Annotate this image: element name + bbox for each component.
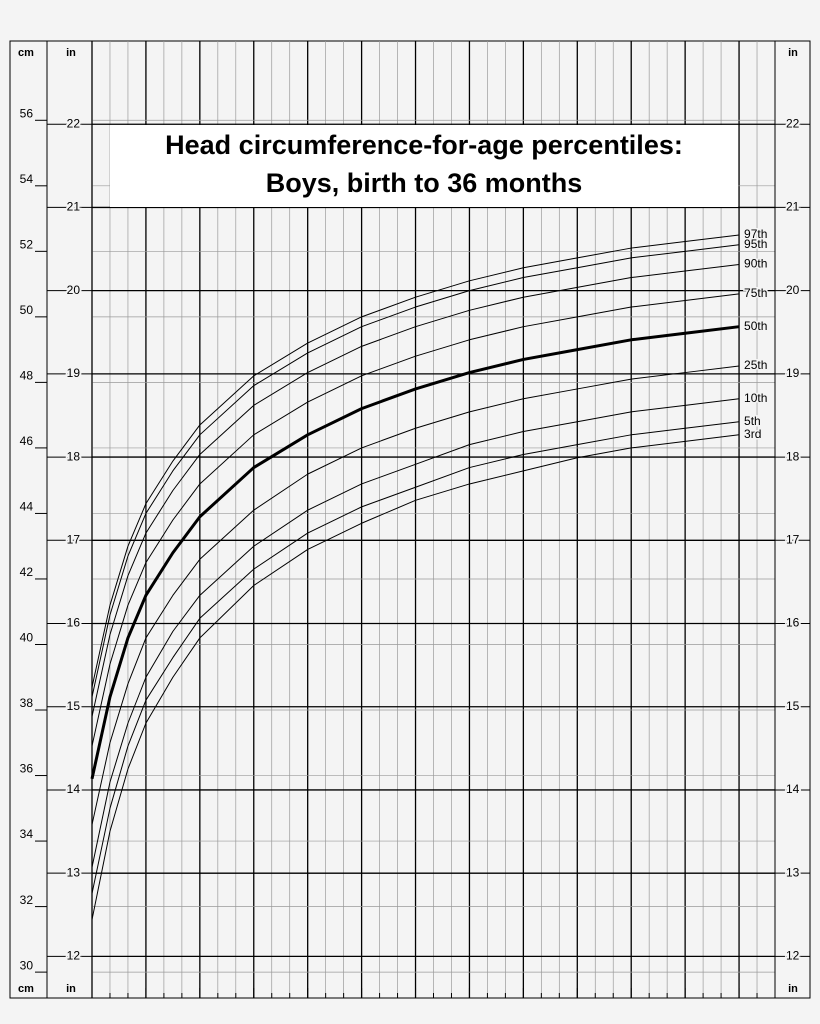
y2-tick-label: 15 [67, 699, 81, 713]
y-tick-label: 40 [20, 631, 34, 645]
percentile-line [91, 263, 740, 717]
y2-tick-label: 18 [786, 449, 800, 463]
y2-axis-unit: in [66, 983, 76, 995]
y-tick-label: 54 [20, 172, 34, 186]
y2-tick-label: 22 [67, 116, 81, 130]
series-label: 3rd [744, 427, 761, 441]
percentile-line [91, 365, 740, 825]
y2-tick-label: 20 [786, 283, 800, 297]
y-tick-label: 36 [20, 762, 34, 776]
y-tick-label: 34 [20, 827, 34, 841]
y-tick-label: 42 [20, 565, 34, 579]
y-tick-label: 30 [20, 958, 34, 972]
y2-tick-label: 19 [67, 366, 81, 380]
y-tick-label: 46 [20, 434, 34, 448]
y-axis-unit: cm [18, 47, 34, 59]
y-axis-unit: cm [18, 983, 34, 995]
y2-tick-label: 21 [786, 200, 800, 214]
y2-tick-label: 15 [786, 699, 800, 713]
y2-tick-label: 17 [786, 532, 800, 546]
y2-tick-label: 19 [786, 366, 800, 380]
y-tick-label: 44 [20, 500, 34, 514]
chart-subtitle: Boys, birth to 36 months [266, 168, 583, 198]
series-label: 5th [744, 414, 761, 428]
y-tick-label: 48 [20, 369, 34, 383]
y2-axis-unit: in [788, 983, 798, 995]
y2-tick-label: 16 [67, 616, 81, 630]
y-tick-label: 50 [20, 303, 34, 317]
series-label: 95th [744, 237, 767, 251]
percentile-line [91, 434, 740, 920]
series-label: 25th [744, 358, 767, 372]
y2-tick-label: 14 [786, 782, 800, 796]
y2-tick-label: 20 [67, 283, 81, 297]
percentile-line [91, 234, 740, 688]
y-tick-label: 56 [20, 106, 34, 120]
percentile-line [90, 325, 740, 780]
percentile-line [91, 421, 740, 894]
percentile-line [91, 398, 740, 868]
y2-tick-label: 12 [786, 949, 800, 963]
series-label: 90th [744, 257, 767, 271]
title-box [110, 125, 738, 207]
y2-tick-label: 17 [67, 532, 81, 546]
y2-tick-label: 14 [67, 782, 81, 796]
y2-tick-label: 13 [786, 865, 800, 879]
y-tick-label: 38 [20, 696, 34, 710]
chart-title: Head circumference-for-age percentiles: [165, 130, 683, 160]
series-label: 50th [744, 319, 767, 333]
y-tick-label: 52 [20, 238, 34, 252]
series-label: 75th [744, 286, 767, 300]
y2-tick-label: 18 [67, 449, 81, 463]
y-tick-label: 32 [20, 893, 34, 907]
y2-tick-label: 13 [67, 865, 81, 879]
percentile-line [91, 244, 740, 698]
y2-axis-unit: in [788, 47, 798, 59]
series-label: 97th [744, 227, 767, 241]
y2-tick-label: 16 [786, 616, 800, 630]
y2-tick-label: 12 [67, 949, 81, 963]
percentile-line [91, 293, 740, 747]
y2-axis-unit: in [66, 47, 76, 59]
series-label: 10th [744, 391, 767, 405]
y2-tick-label: 22 [786, 116, 800, 130]
y2-tick-label: 21 [67, 200, 81, 214]
